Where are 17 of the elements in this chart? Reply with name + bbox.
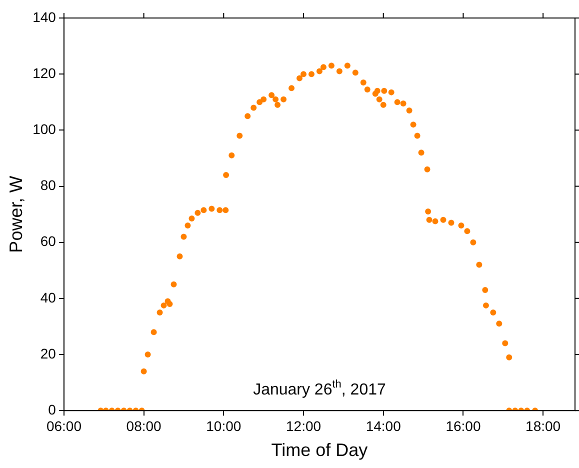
y-tick-label: 80 [40, 177, 56, 194]
x-tick-label: 16:00 [446, 418, 481, 434]
y-tick-label: 100 [32, 121, 56, 138]
x-tick-label: 06:00 [46, 418, 82, 434]
y-tick-label: 60 [40, 233, 56, 250]
y-tick-label: 0 [48, 401, 56, 418]
x-tick-label: 08:00 [126, 418, 162, 434]
y-tick-label: 20 [40, 345, 56, 362]
x-tick-label: 18:00 [526, 418, 561, 434]
y-axis-title: Power, W [6, 176, 26, 253]
y-tick-label: 140 [32, 8, 56, 25]
x-tick-label: 12:00 [286, 418, 322, 434]
y-tick-label: 120 [32, 64, 56, 81]
x-tick-label: 10:00 [206, 418, 242, 434]
x-tick-label: 14:00 [366, 418, 402, 434]
y-tick-label: 40 [40, 289, 56, 306]
x-axis-title: Time of Day [271, 440, 368, 460]
